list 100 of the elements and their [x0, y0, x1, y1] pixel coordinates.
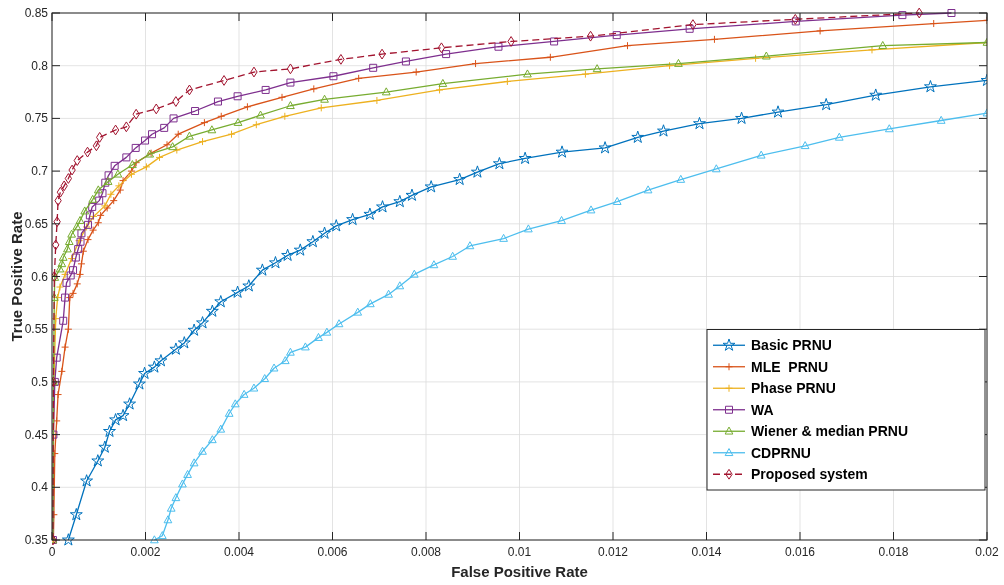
point — [689, 19, 697, 30]
point — [227, 130, 236, 139]
point — [438, 78, 448, 87]
point — [163, 140, 172, 149]
x-tick-label: 0.012 — [597, 545, 629, 559]
point — [216, 424, 226, 433]
point — [109, 413, 123, 426]
point — [172, 96, 180, 107]
point — [598, 141, 612, 154]
point — [57, 259, 67, 268]
point — [198, 446, 207, 455]
point — [57, 367, 66, 376]
point — [138, 366, 152, 380]
point — [114, 181, 123, 190]
point — [128, 160, 137, 169]
point — [384, 289, 393, 298]
point — [96, 211, 105, 220]
point — [52, 353, 61, 362]
point — [586, 30, 595, 42]
point — [242, 279, 256, 292]
point — [499, 233, 508, 242]
point — [929, 19, 938, 28]
point — [95, 196, 104, 205]
point — [286, 347, 295, 356]
point — [735, 111, 749, 124]
point — [142, 162, 151, 171]
point — [346, 212, 360, 226]
point — [154, 354, 168, 367]
point — [643, 185, 653, 194]
point — [612, 31, 621, 40]
point — [116, 408, 130, 422]
point — [160, 123, 169, 132]
point — [470, 165, 484, 178]
point — [231, 285, 245, 298]
point — [171, 493, 181, 502]
point — [256, 110, 265, 119]
point — [110, 161, 119, 170]
point — [592, 64, 602, 73]
point — [208, 435, 217, 444]
point — [429, 260, 439, 269]
y-tick-label: 0.85 — [24, 6, 49, 20]
x-tick-label: 0.01 — [507, 545, 532, 559]
point — [224, 408, 234, 417]
x-tick-label: 0.02 — [975, 545, 999, 559]
point — [233, 92, 242, 101]
point — [557, 215, 566, 224]
point — [711, 164, 721, 173]
x-tick-label: 0.016 — [784, 545, 816, 559]
legend-label: Basic PRNU — [751, 337, 832, 354]
point — [898, 11, 907, 20]
legend-label: MLE PRNU — [751, 358, 828, 375]
point — [69, 266, 78, 275]
point — [113, 169, 123, 178]
point — [172, 146, 181, 155]
point — [834, 132, 844, 141]
point — [77, 259, 86, 268]
y-axis-title: True Positive Rate — [8, 211, 25, 342]
point — [111, 124, 120, 136]
point — [80, 206, 90, 215]
point — [293, 243, 307, 256]
point — [243, 102, 252, 111]
point — [306, 234, 320, 248]
point — [119, 176, 128, 185]
point — [109, 196, 118, 205]
legend-label: Proposed system — [751, 466, 868, 483]
point — [98, 440, 112, 453]
point — [69, 507, 83, 521]
point — [150, 535, 159, 544]
point — [61, 343, 70, 352]
point — [448, 251, 457, 260]
point — [507, 36, 515, 47]
point — [63, 244, 72, 253]
point — [106, 190, 115, 199]
point — [249, 383, 259, 392]
x-tick-label: 0 — [48, 545, 56, 559]
point — [354, 74, 363, 83]
y-tick-label: 0.6 — [31, 269, 49, 284]
legend-label: Phase PRNU — [751, 380, 836, 397]
point — [84, 235, 92, 244]
point — [89, 226, 98, 235]
point — [80, 474, 94, 487]
point — [869, 88, 883, 101]
point — [369, 63, 378, 72]
point — [393, 194, 407, 208]
point — [278, 93, 287, 102]
point — [710, 35, 719, 44]
point — [550, 37, 559, 46]
point — [141, 136, 150, 145]
point — [54, 390, 63, 399]
point — [405, 188, 419, 201]
point — [58, 252, 68, 261]
point — [494, 42, 503, 51]
point — [437, 42, 446, 54]
point — [281, 248, 295, 261]
point — [631, 130, 645, 143]
point — [693, 116, 706, 130]
point — [85, 211, 94, 220]
point — [61, 293, 70, 302]
point — [230, 399, 240, 408]
point — [198, 137, 207, 146]
